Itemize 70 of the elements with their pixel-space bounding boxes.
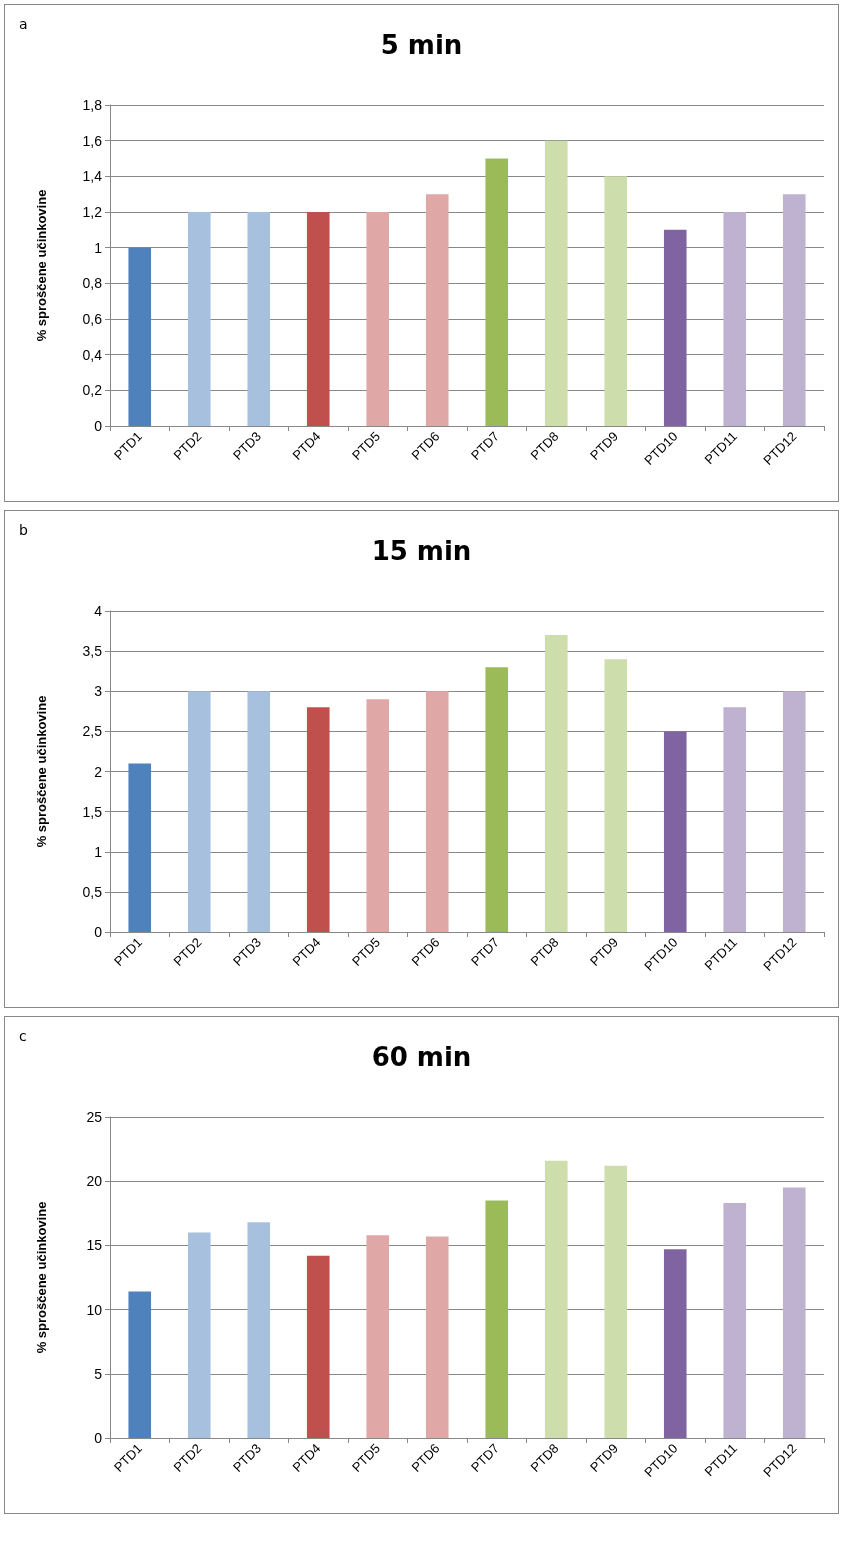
y-axis-title: % sproščene učinkovine: [34, 1201, 49, 1354]
y-tick-label: 15: [86, 1237, 103, 1254]
bar: [723, 212, 747, 426]
y-tick-label: 5: [94, 1365, 103, 1382]
text: a: [19, 16, 28, 32]
y-tick-label: 20: [86, 1173, 103, 1190]
bar: [247, 1222, 271, 1438]
y-tick-label: 1,6: [82, 132, 103, 149]
bar: [485, 1200, 509, 1438]
bar: [544, 1160, 568, 1438]
y-tick-label: 1: [94, 843, 103, 860]
y-tick-label: 1,8: [82, 97, 103, 113]
bar: [425, 194, 449, 426]
bar: [187, 691, 211, 932]
bar: [306, 707, 330, 932]
bar: [425, 1236, 449, 1438]
bar: [366, 212, 390, 426]
y-tick-label: 0: [94, 1430, 103, 1446]
y-tick-label: 0,8: [82, 275, 103, 292]
y-axis-title: % sproščene učinkovine: [34, 695, 49, 848]
y-tick-label: 0: [94, 924, 103, 940]
bar: [247, 212, 271, 426]
text: b: [19, 522, 28, 538]
text: c: [19, 1028, 27, 1044]
chart-title: 5 min: [380, 30, 463, 60]
y-tick-label: 0,6: [82, 311, 103, 327]
y-tick-label: 3,5: [82, 643, 103, 660]
y-tick-label: 0,5: [82, 883, 103, 900]
bar: [187, 212, 211, 426]
bar: [723, 707, 747, 932]
chart-title: 60 min: [371, 1042, 472, 1072]
bar: [604, 659, 628, 932]
bar: [425, 691, 449, 932]
bar: [187, 1232, 211, 1438]
y-tick-label: 3: [94, 683, 103, 700]
bar: [663, 731, 687, 932]
bar: [128, 1291, 152, 1438]
bar: [485, 158, 509, 426]
bar: [128, 247, 152, 426]
y-tick-label: 25: [86, 1109, 103, 1125]
bar: [306, 1255, 330, 1438]
y-tick-label: 0,4: [82, 346, 103, 363]
bar: [663, 229, 687, 426]
y-tick-label: 2,5: [82, 723, 103, 740]
bar: [544, 635, 568, 932]
bar: [782, 1187, 806, 1438]
y-tick-label: 1,4: [82, 168, 103, 185]
bar: [782, 691, 806, 932]
y-tick-label: 4: [94, 603, 103, 619]
y-tick-label: 1: [94, 239, 103, 256]
bar: [723, 1203, 747, 1438]
y-tick-label: 10: [86, 1301, 103, 1318]
y-tick-label: 1,5: [82, 803, 103, 820]
y-tick-label: 0: [94, 418, 103, 434]
chart-title: 15 min: [371, 536, 472, 566]
y-axis-title: % sproščene učinkovine: [34, 189, 49, 342]
bar: [604, 1165, 628, 1438]
y-tick-label: 2: [94, 763, 103, 780]
bar: [247, 691, 271, 932]
bar: [782, 194, 806, 426]
y-tick-label: 0,2: [82, 382, 103, 399]
y-tick-label: 1,2: [82, 204, 103, 220]
bar: [604, 176, 628, 426]
bar: [544, 140, 568, 426]
bar: [485, 667, 509, 932]
bar: [366, 1235, 390, 1438]
bar: [306, 212, 330, 426]
bar: [663, 1249, 687, 1438]
bar: [128, 763, 152, 932]
bar: [366, 699, 390, 932]
